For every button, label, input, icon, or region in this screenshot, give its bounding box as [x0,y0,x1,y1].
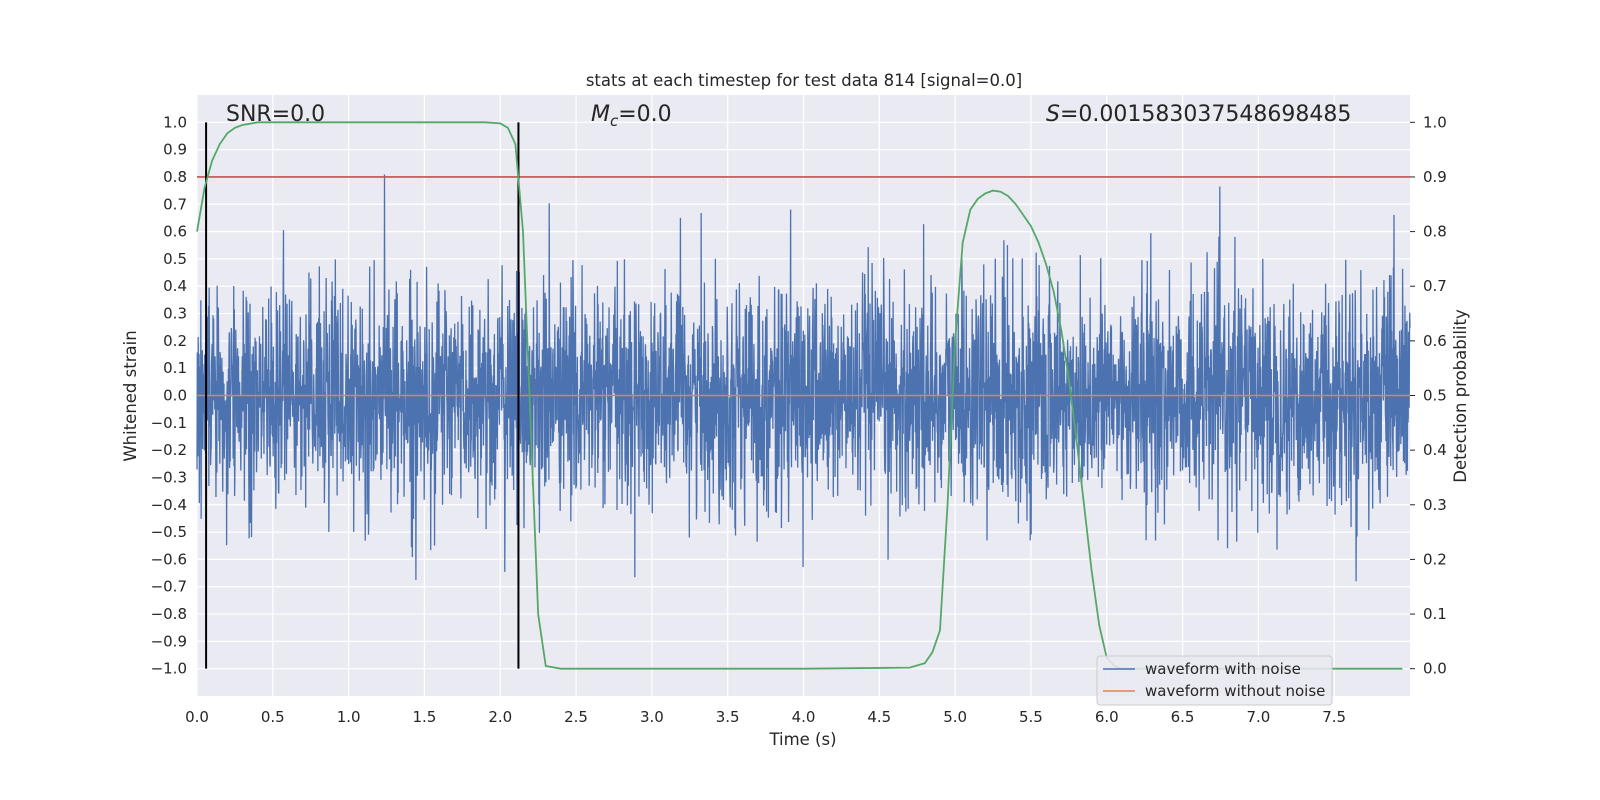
y-tick-label: 0.5 [163,250,187,268]
chart-title: stats at each timestep for test data 814… [586,71,1022,90]
score-symbol: S [1046,102,1060,127]
x-axis-label: Time (s) [768,730,836,749]
y-tick-label: −0.1 [151,414,187,432]
chirp-mass-annotation: Mc=0.0 [591,102,672,130]
y-tick-label: −0.7 [151,578,187,596]
x-tick-label: 7.5 [1322,708,1346,726]
x-tick-label: 7.0 [1246,708,1270,726]
y-tick-label: 0.8 [163,168,187,186]
x-tick-label: 5.0 [943,708,967,726]
y-axis-label: Whitened strain [121,330,140,461]
x-tick-label: 6.0 [1095,708,1119,726]
y-tick-label: −0.8 [151,605,187,623]
score-value: =0.001583037548698485 [1060,102,1351,127]
y-tick-label: 0.3 [163,305,187,323]
y-axis-ticks: 1.0 0.9 0.8 0.7 0.6 0.5 0.4 0.3 0.2 0.1 0.0 −0.1 −0.… [151,113,187,677]
y-tick-label: −0.6 [151,550,187,568]
x-tick-label: 4.0 [792,708,816,726]
y-tick-label: 1.0 [163,113,187,131]
vertical-markers [205,122,520,669]
y-tick-label: 0.1 [163,359,187,377]
snr-annotation: SNR=0.0 [226,102,325,127]
legend-label-noise: waveform with noise [1145,660,1301,678]
score-annotation: S=0.001583037548698485 [1046,102,1351,127]
series-waveform-with-noise [196,174,1411,582]
y-tick-label: 0.6 [163,223,187,241]
x-tick-label: 1.0 [337,708,361,726]
x-axis-ticks: 0.0 0.5 1.0 1.5 2.0 2.5 3.0 3.5 4.0 4.5 5.0 5.5 6.0 6… [185,708,1346,726]
y-right-tick-label: 0.8 [1423,223,1447,241]
x-tick-label: 1.5 [413,708,437,726]
x-tick-label: 3.0 [640,708,664,726]
x-tick-label: 2.0 [488,708,512,726]
x-tick-label: 0.5 [261,708,285,726]
y-right-tick-label: 0.2 [1423,550,1447,568]
y-tick-label: 0.9 [163,141,187,159]
legend-box [1096,655,1333,706]
x-tick-label: 6.5 [1171,708,1195,726]
y-right-axis-label: Detection probability [1451,309,1470,483]
y-tick-label: 0.2 [163,332,187,350]
legend: waveform with noise waveform without noi… [1096,655,1333,706]
y-right-tick-label: 0.7 [1423,277,1447,295]
y-tick-label: −0.4 [151,496,187,514]
y-right-tick-label: 0.3 [1423,496,1447,514]
chirp-mass-subscript: c [610,112,619,130]
y-right-axis-ticks: 1.0 0.9 0.8 0.7 0.6 0.5 0.4 0.3 0.2 0.1 0.0 [1410,113,1447,678]
y-tick-label: 0.4 [163,277,187,295]
y-right-tick-label: 0.0 [1423,660,1447,678]
y-tick-label: −0.9 [151,632,187,650]
y-right-tick-label: 0.4 [1423,441,1447,459]
y-tick-label: −0.2 [151,441,187,459]
y-tick-label: 0.7 [163,195,187,213]
y-right-tick-label: 1.0 [1423,113,1447,131]
y-tick-label: −0.3 [151,468,187,486]
x-tick-label: 0.0 [185,708,209,726]
y-right-tick-label: 0.5 [1423,387,1447,405]
y-tick-label: −1.0 [151,660,187,678]
chirp-mass-symbol: M [591,102,610,127]
series-detection-probability [196,121,1403,670]
y-right-tick-label: 0.1 [1423,605,1447,623]
x-tick-label: 4.5 [867,708,891,726]
y-tick-label: 0.0 [163,387,187,405]
legend-label-clean: waveform without noise [1145,682,1325,700]
y-right-tick-label: 0.9 [1423,168,1447,186]
probability-trace [196,121,1403,670]
chirp-mass-value: =0.0 [618,102,671,127]
noise-trace [196,174,1411,582]
y-right-tick-label: 0.6 [1423,332,1447,350]
x-tick-label: 5.5 [1019,708,1043,726]
y-tick-label: −0.5 [151,523,187,541]
x-tick-label: 3.5 [716,708,740,726]
x-tick-label: 2.5 [564,708,588,726]
